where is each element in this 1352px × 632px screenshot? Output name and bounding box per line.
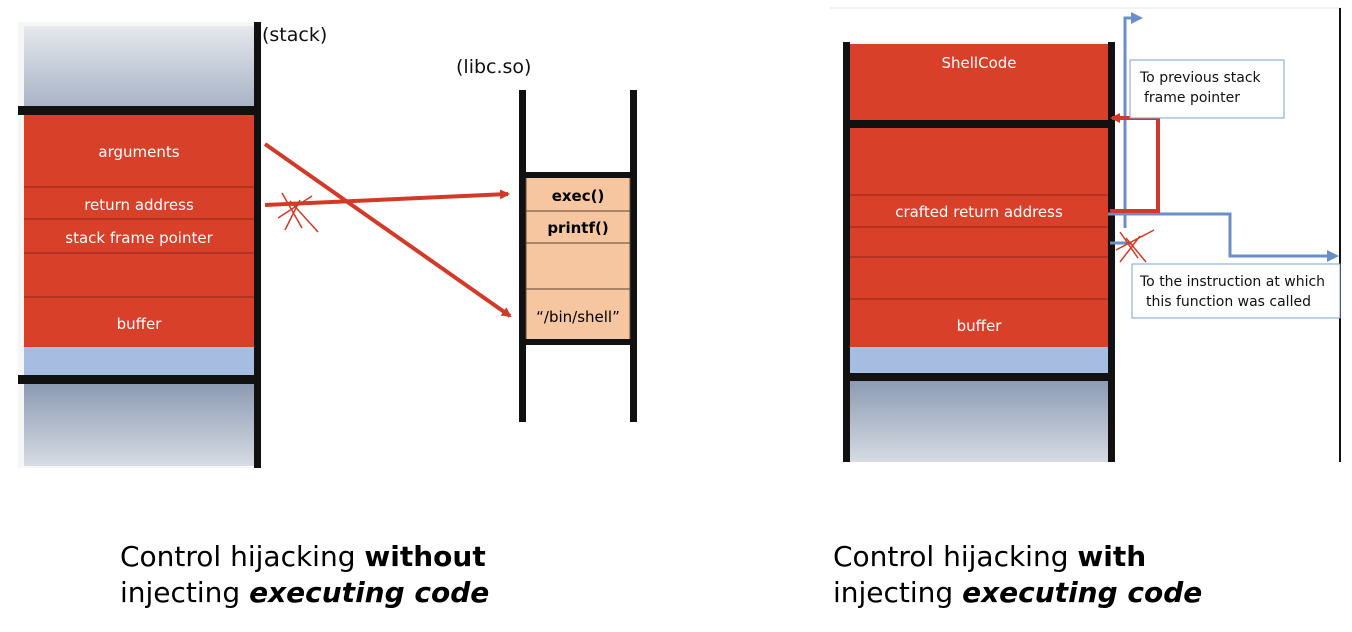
- note-instruction-box: [1131, 263, 1341, 319]
- cross-out-mark: [277, 192, 319, 233]
- left-diagram: (stack) arguments return address stack f…: [18, 22, 637, 468]
- caption-left-line2-prefix: injecting: [120, 576, 250, 609]
- caption-left-line2-emph: executing code: [249, 576, 490, 609]
- note-instruction-line1: To the instruction at which: [1139, 274, 1325, 290]
- arrow-return-to-exec: [264, 189, 510, 207]
- caption-left: Control hijacking without injecting exec…: [120, 539, 489, 611]
- arrow-to-instruction: [1108, 212, 1339, 262]
- arrow-arguments-to-binshell: [263, 142, 512, 318]
- left-label-return-address: return address: [84, 196, 194, 214]
- note-instruction-line2: this function was called: [1146, 294, 1311, 310]
- left-stack-blue-region: [24, 347, 254, 375]
- left-stack-title: (stack): [262, 24, 327, 46]
- caption-right: Control hijacking with injecting executi…: [833, 539, 1202, 611]
- caption-left-emph: without: [364, 540, 486, 573]
- left-stack-wall: [254, 22, 261, 468]
- note-previous-frame-line1: To previous stack: [1139, 70, 1262, 86]
- right-stack-red-block: [850, 128, 1108, 347]
- left-label-stack-frame-pointer: stack frame pointer: [65, 229, 213, 247]
- caption-left-line1: Control hijacking without: [120, 539, 489, 575]
- libc-bottom-bar: [519, 339, 637, 345]
- arrow-crafted-to-shellcode: [1110, 113, 1160, 213]
- caption-right-line2-prefix: injecting: [833, 576, 963, 609]
- libc-label-bin-shell: “/bin/shell”: [536, 308, 620, 326]
- arrow-to-previous-frame: [1123, 12, 1143, 228]
- right-label-shellcode: ShellCode: [942, 54, 1017, 72]
- right-stack-bar: [843, 373, 1115, 381]
- caption-right-emph: with: [1077, 540, 1147, 573]
- caption-right-line2: injecting executing code: [833, 575, 1202, 611]
- caption-left-prefix: Control hijacking: [120, 540, 365, 573]
- libc-wall-left: [519, 90, 526, 422]
- left-label-buffer: buffer: [117, 315, 163, 333]
- right-diagram: ShellCode crafted return address buffer …: [830, 7, 1342, 462]
- caption-right-line2-emph: executing code: [962, 576, 1203, 609]
- libc-wall-right: [630, 90, 637, 422]
- caption-left-line2: injecting executing code: [120, 575, 489, 611]
- right-stack-bottom-region: [850, 381, 1108, 462]
- note-previous-frame-line2: frame pointer: [1144, 90, 1240, 106]
- right-label-buffer: buffer: [957, 317, 1003, 335]
- left-stack-bar: [18, 375, 256, 384]
- libc-label-printf: printf(): [547, 219, 608, 237]
- libc-title: (libc.so): [456, 56, 531, 78]
- note-previous-frame-box: [1129, 59, 1285, 119]
- left-stack-red-block: [24, 115, 254, 347]
- right-stack-blue-region: [850, 347, 1108, 373]
- right-shellcode-block: [850, 44, 1108, 121]
- libc-top-bar: [519, 172, 637, 178]
- right-stack-bar: [843, 120, 1115, 128]
- caption-right-line1: Control hijacking with: [833, 539, 1202, 575]
- left-stack-bottom-region: [24, 384, 254, 466]
- left-label-arguments: arguments: [98, 143, 179, 161]
- right-stack-wall-left: [843, 42, 850, 462]
- left-stack-bar: [18, 106, 256, 115]
- left-stack-top-region: [24, 26, 254, 106]
- cross-out-mark: [1115, 229, 1155, 263]
- caption-right-prefix: Control hijacking: [833, 540, 1078, 573]
- right-label-crafted-return-address: crafted return address: [895, 203, 1063, 221]
- libc-label-exec: exec(): [552, 187, 605, 205]
- right-stack-wall-right: [1108, 42, 1115, 462]
